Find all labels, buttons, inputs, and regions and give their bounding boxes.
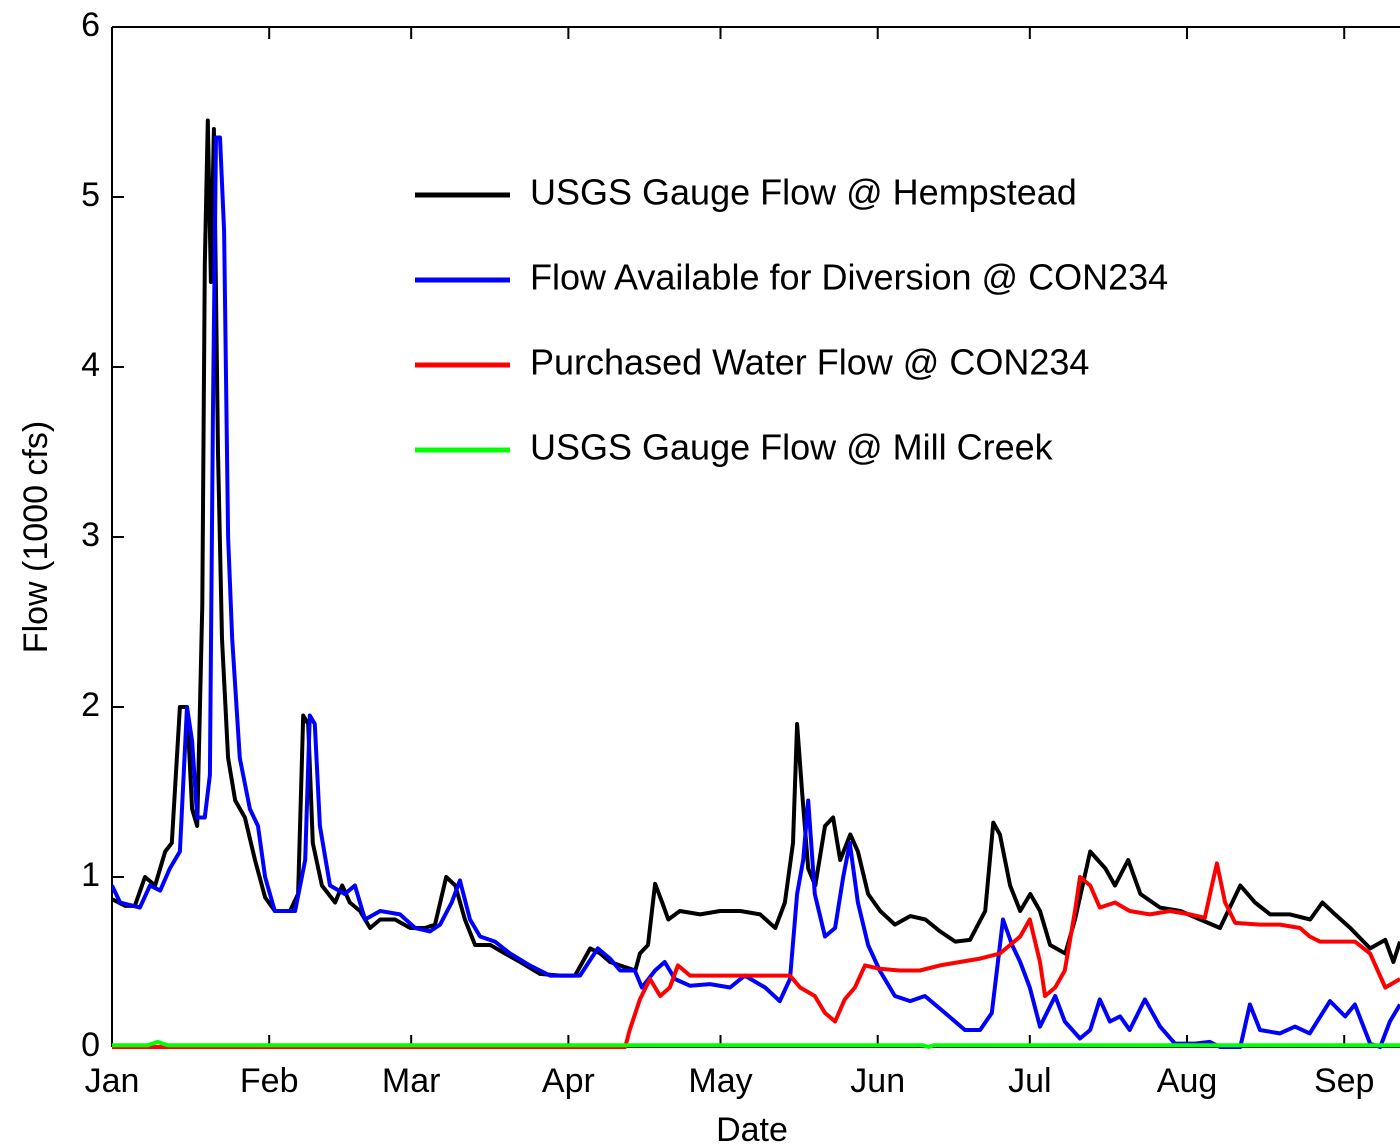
x-tick-label: Jan <box>85 1062 140 1100</box>
series-line <box>112 118 1400 978</box>
legend-label: USGS Gauge Flow @ Hempstead <box>530 172 1077 213</box>
y-tick-label: 2 <box>81 686 100 724</box>
y-tick-label: 4 <box>81 346 100 384</box>
y-tick-label: 0 <box>81 1026 100 1064</box>
y-tick-label: 5 <box>81 176 100 214</box>
y-axis-label: Flow (1000 cfs) <box>17 421 55 653</box>
x-axis-label: Date <box>716 1111 788 1147</box>
plot-lines <box>112 118 1400 1049</box>
x-tick-label: Feb <box>240 1062 299 1100</box>
y-tick-label: 6 <box>81 6 100 44</box>
x-tick-label: Jun <box>850 1062 905 1100</box>
legend-label: Purchased Water Flow @ CON234 <box>530 342 1089 383</box>
y-tick-label: 1 <box>81 856 100 894</box>
legend-label: Flow Available for Diversion @ CON234 <box>530 257 1168 298</box>
series-line <box>112 135 1400 1049</box>
series-line <box>112 861 1400 1049</box>
x-tick-label: Apr <box>542 1062 595 1100</box>
x-tick-label: Sep <box>1314 1062 1375 1100</box>
x-tick-label: Mar <box>382 1062 441 1100</box>
x-tick-label: Aug <box>1157 1062 1218 1100</box>
series-line <box>112 1039 1400 1049</box>
x-tick-label: May <box>688 1062 752 1100</box>
legend-label: USGS Gauge Flow @ Mill Creek <box>530 427 1054 468</box>
x-tick-label: Jul <box>1008 1062 1051 1100</box>
y-tick-label: 3 <box>81 516 100 554</box>
